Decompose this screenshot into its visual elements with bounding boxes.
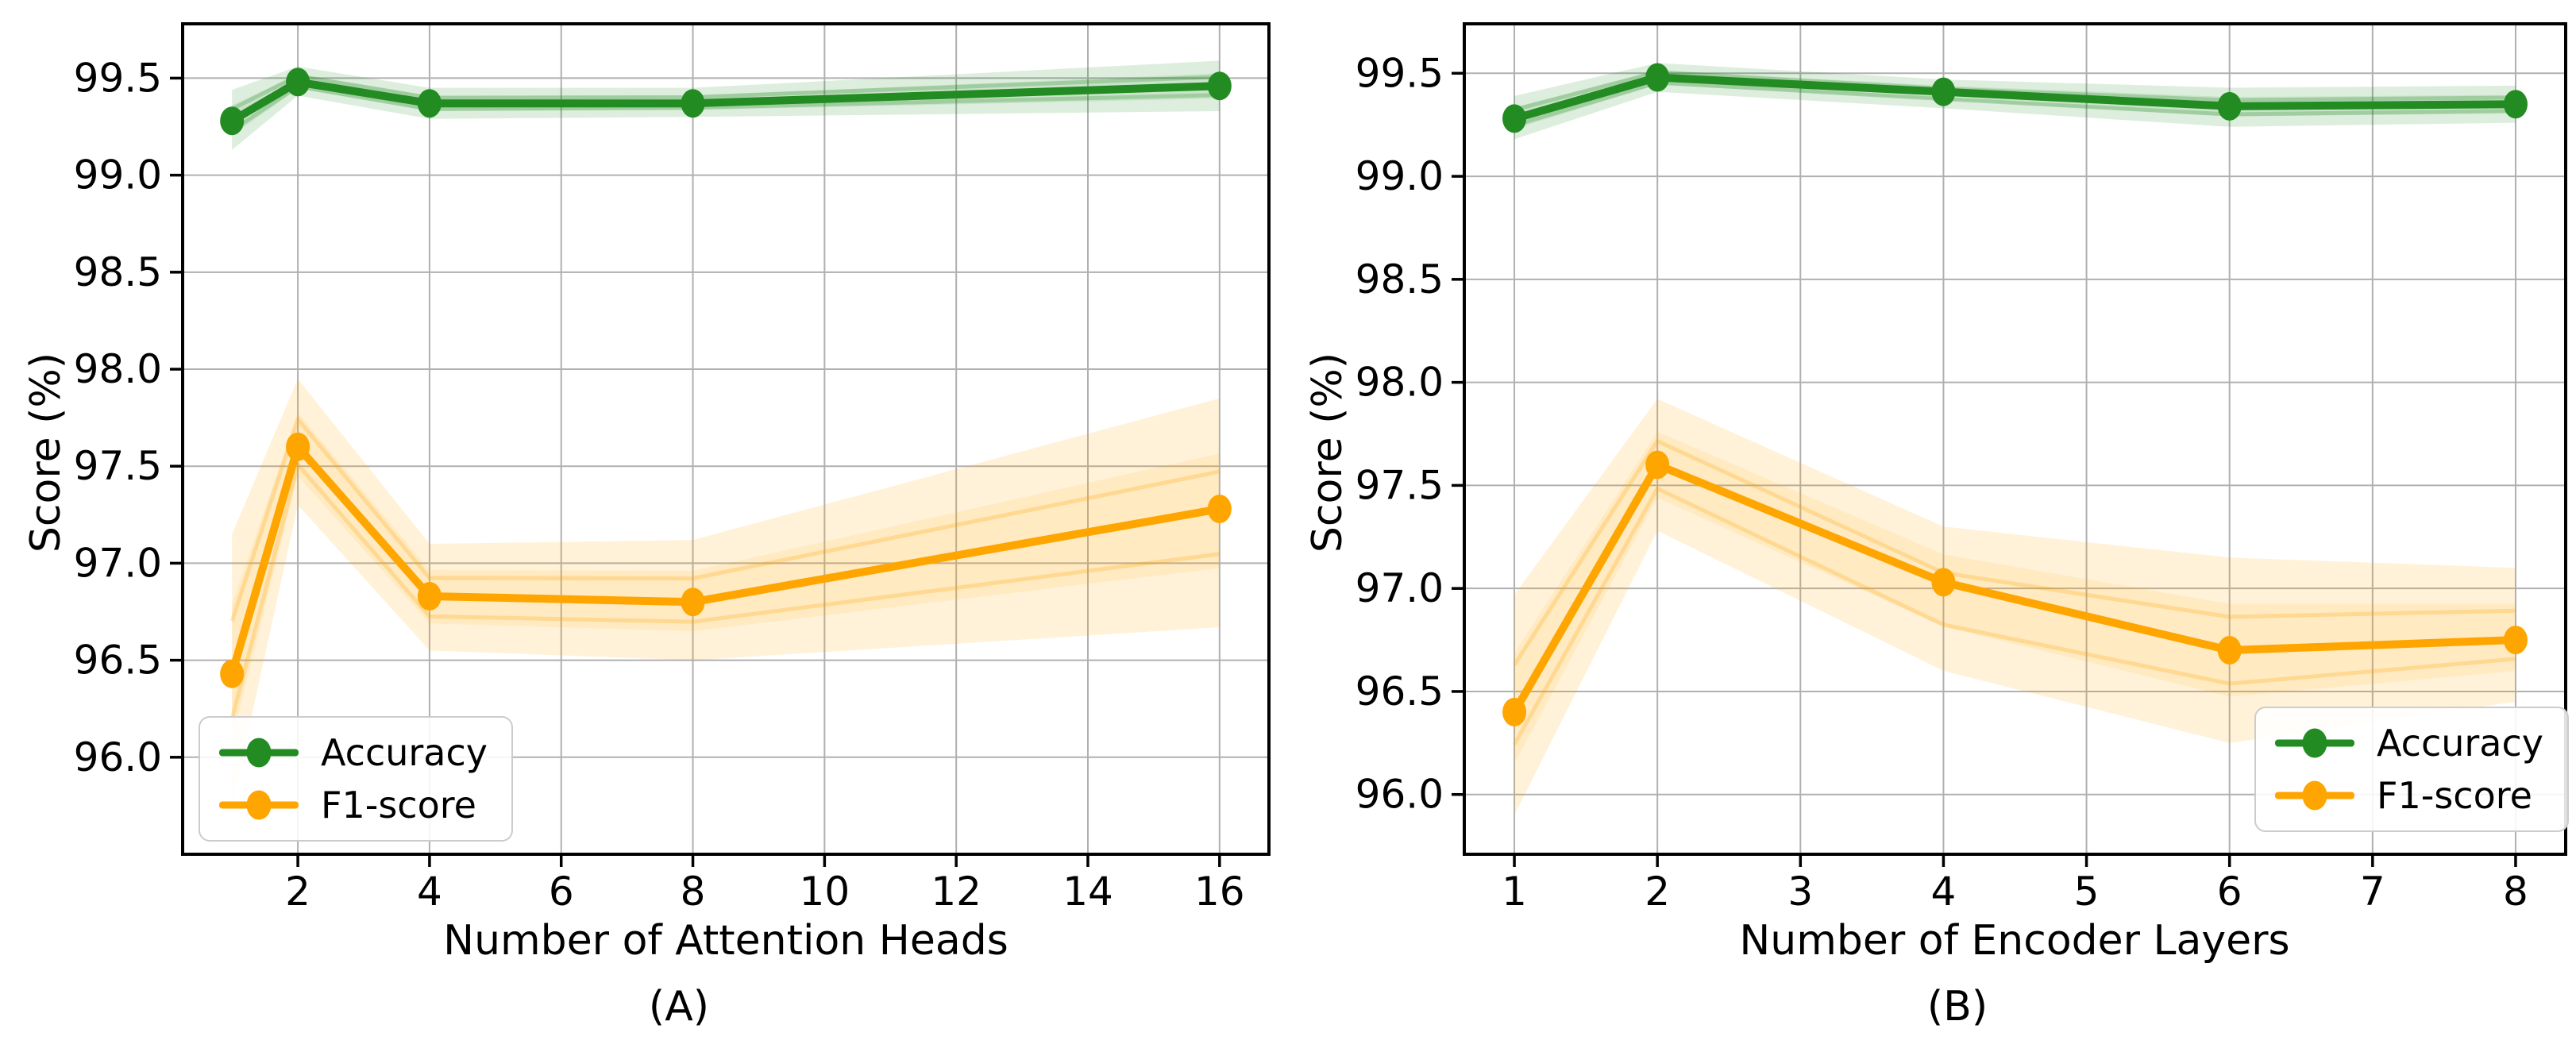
x-tick-label: 6 <box>2217 869 2242 915</box>
x-tick-label: 14 <box>1062 869 1113 915</box>
y-tick-label: 98.5 <box>1355 256 1444 302</box>
legend-label-accuracy: Accuracy <box>2377 722 2544 765</box>
f1score-marker <box>681 587 705 617</box>
x-tick-label: 8 <box>2503 869 2528 915</box>
x-tick-label: 2 <box>285 869 310 915</box>
y-tick-label: 97.0 <box>1355 565 1444 611</box>
f1score-line-marker-icon <box>2275 780 2354 811</box>
x-tick-label: 3 <box>1787 869 1813 915</box>
y-tick-label: 99.0 <box>1355 153 1444 199</box>
axes-spines <box>1463 22 2567 856</box>
legend-entry-f1score: F1-score <box>2275 773 2543 818</box>
accuracy-marker <box>1207 71 1232 101</box>
accuracy-marker <box>1502 104 1527 133</box>
x-tick-label: 12 <box>931 869 981 915</box>
y-tick-label: 98.0 <box>1355 360 1444 406</box>
accuracy-marker <box>417 89 442 118</box>
y-axis-label-a: Score (%) <box>22 352 70 553</box>
axes-spines <box>181 22 1271 856</box>
accuracy-line-marker-icon <box>2275 727 2354 759</box>
f1score-marker <box>1931 568 1956 597</box>
x-tick-label: 1 <box>1502 869 1527 915</box>
y-axis-label-b: Score (%) <box>1304 352 1352 553</box>
x-tick-label: 6 <box>549 869 574 915</box>
legend-entry-accuracy: Accuracy <box>2275 721 2543 765</box>
x-tick-label: 7 <box>2360 869 2385 915</box>
f1score-marker <box>1645 450 1670 480</box>
y-tick-label: 98.0 <box>74 346 162 392</box>
accuracy-marker <box>220 106 245 136</box>
accuracy-marker <box>1931 77 1956 106</box>
f1score-marker <box>286 432 310 461</box>
f1score-marker <box>220 659 245 688</box>
subplot-caption-b: (B) <box>1926 983 1988 1031</box>
y-tick-label: 97.5 <box>1355 462 1444 508</box>
y-tick-label: 99.5 <box>74 55 162 101</box>
y-tick-label: 96.0 <box>1355 772 1444 818</box>
f1score-marker <box>2217 636 2242 665</box>
legend-label-f1score: F1-score <box>2377 774 2532 817</box>
f1score-marker <box>2503 626 2528 655</box>
f1score-marker <box>1207 494 1232 523</box>
x-axis-label-b: Number of Encoder Layers <box>1739 917 2290 965</box>
y-tick-label: 96.0 <box>74 734 162 780</box>
y-tick-label: 98.5 <box>74 249 162 295</box>
x-tick-label: 5 <box>2074 869 2100 915</box>
x-tick-label: 10 <box>800 869 850 915</box>
legend-label-f1score: F1-score <box>321 784 476 826</box>
f1score-marker <box>1502 697 1527 726</box>
f1score-run-line <box>229 462 1221 720</box>
y-tick-label: 99.0 <box>74 152 162 198</box>
accuracy-marker <box>681 89 705 118</box>
accuracy-marker <box>286 67 310 97</box>
f1score-line-marker-icon <box>219 789 299 821</box>
x-tick-label: 4 <box>1931 869 1957 915</box>
legend-label-accuracy: Accuracy <box>321 731 488 774</box>
y-tick-label: 97.5 <box>74 443 162 489</box>
accuracy-marker <box>2503 90 2528 119</box>
f1score-marker <box>417 581 442 611</box>
y-tick-label: 96.5 <box>1355 668 1444 715</box>
y-tick-label: 96.5 <box>74 638 162 684</box>
accuracy-marker <box>2217 91 2242 121</box>
accuracy-line-marker-icon <box>219 737 299 769</box>
x-tick-label: 4 <box>417 869 442 915</box>
legend-entry-accuracy: Accuracy <box>219 730 488 775</box>
accuracy-marker <box>1645 63 1670 92</box>
legend-b: Accuracy F1-score <box>2254 707 2570 832</box>
x-axis-label-a: Number of Attention Heads <box>443 917 1008 965</box>
y-tick-label: 97.0 <box>74 540 162 586</box>
subplot-caption-a: (A) <box>648 983 710 1031</box>
f1score-run-line <box>1512 486 2516 746</box>
f1score-run-line <box>229 417 1221 622</box>
x-tick-label: 2 <box>1645 869 1670 915</box>
x-tick-label: 16 <box>1194 869 1245 915</box>
legend-entry-f1score: F1-score <box>219 783 488 827</box>
x-tick-label: 8 <box>681 869 706 915</box>
legend-a: Accuracy F1-score <box>199 716 514 842</box>
f1score-confidence-band-inner <box>232 413 1220 740</box>
y-tick-label: 99.5 <box>1355 50 1444 96</box>
